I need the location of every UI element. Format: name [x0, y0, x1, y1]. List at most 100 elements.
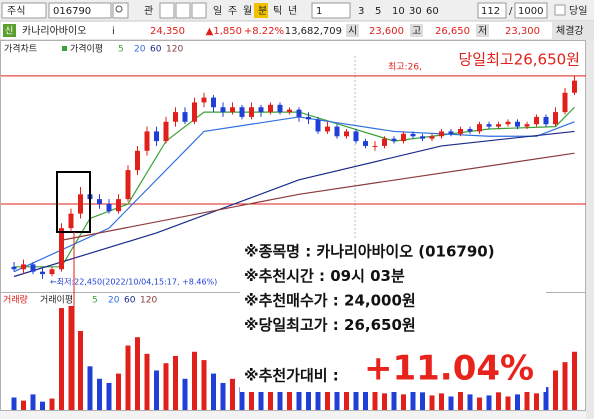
volume-bar	[524, 389, 530, 410]
strength-bg[interactable]	[552, 22, 594, 39]
tab-ma[interactable]: 가격이평	[70, 43, 103, 55]
candle-body	[211, 97, 216, 108]
volume-bar	[68, 306, 74, 410]
time-axis	[0, 411, 586, 419]
volume-bar	[154, 370, 159, 410]
candle-body	[401, 133, 406, 142]
count[interactable]: 112	[481, 6, 500, 17]
market-label[interactable]: 주식	[7, 5, 25, 17]
ma-label[interactable]: 20	[134, 45, 146, 55]
interval-select[interactable]	[311, 2, 351, 19]
candle-body	[306, 116, 311, 120]
interval-button[interactable]: 3	[358, 6, 364, 17]
tab-volume[interactable]: 거래량	[3, 294, 28, 306]
low: 23,300	[505, 26, 540, 37]
volume-bar	[325, 382, 330, 410]
volume-bar	[258, 385, 264, 410]
today-checkbox[interactable]	[554, 4, 566, 16]
period[interactable]: 년	[288, 5, 297, 17]
volume-bar	[116, 373, 121, 410]
volume-bar	[182, 378, 188, 410]
max-count-input[interactable]	[514, 2, 548, 19]
candle-body	[334, 126, 340, 137]
ma-label[interactable]: 5	[118, 45, 124, 55]
scrollbar[interactable]	[586, 40, 594, 419]
candle-body	[68, 213, 74, 229]
candle-body	[192, 102, 197, 122]
open: 23,600	[369, 26, 404, 37]
volume-ma-label[interactable]: 60	[124, 296, 136, 306]
candle-body	[125, 170, 131, 200]
favorite-button[interactable]: 관	[144, 5, 153, 17]
toolbar	[0, 0, 594, 21]
volume-bar	[315, 376, 321, 410]
volume-bar	[505, 396, 511, 410]
search-button[interactable]	[112, 2, 129, 19]
volume-bar	[192, 351, 197, 410]
today-label[interactable]: 당일	[569, 5, 587, 17]
volume-bar	[439, 393, 444, 410]
code-input[interactable]	[48, 2, 112, 19]
strength-label[interactable]: 체결강	[556, 25, 584, 37]
price: 24,350	[150, 26, 185, 37]
volume-ma-label[interactable]: 120	[140, 296, 157, 306]
candle-body	[534, 116, 539, 125]
volume-bar	[87, 366, 93, 410]
volume-ma-label[interactable]: 20	[108, 296, 120, 306]
tab-price[interactable]: 가격차트	[4, 43, 37, 55]
max-count[interactable]: 1000	[518, 6, 543, 17]
tab-volume-ma[interactable]: 거래이평	[40, 295, 73, 306]
volume-bar	[106, 382, 112, 410]
candle-body	[296, 109, 302, 117]
ma-label[interactable]: 60	[150, 45, 162, 55]
volume-bar	[477, 397, 482, 410]
volume-ma-label[interactable]: 5	[92, 296, 98, 306]
volume-bar	[296, 385, 302, 410]
volume-bar	[268, 389, 273, 410]
candle-body	[353, 131, 359, 142]
market-select[interactable]	[1, 2, 47, 19]
volume-bar	[486, 395, 492, 410]
interval-button[interactable]: 60	[426, 6, 439, 17]
volume-bar	[382, 393, 387, 410]
period[interactable]: 틱	[273, 5, 282, 17]
interval-button[interactable]: 30	[409, 6, 422, 17]
candle-body	[515, 121, 520, 127]
candle-body	[429, 136, 435, 139]
prev-button[interactable]	[159, 2, 175, 19]
candle-body	[11, 266, 17, 270]
overlay-line: ※추천시간 : 09시 03분	[244, 267, 405, 285]
ma-label[interactable]: 120	[166, 45, 183, 55]
info-icon[interactable]: i	[112, 26, 115, 37]
period[interactable]: 분	[258, 5, 267, 17]
candle-body	[268, 104, 273, 113]
volume-bar	[448, 396, 454, 410]
period[interactable]: 일	[213, 5, 222, 17]
candle-body	[40, 271, 45, 275]
count-input[interactable]	[477, 2, 507, 19]
volume-total: 13,682,709	[285, 26, 342, 37]
candle-body	[116, 199, 121, 212]
refresh-button[interactable]	[191, 2, 207, 19]
period[interactable]: 월	[243, 5, 252, 17]
active-period-bg	[254, 3, 268, 18]
volume-bar	[249, 380, 254, 410]
interval-button[interactable]: 5	[375, 6, 381, 17]
candle-body	[163, 121, 169, 142]
volume-bar	[429, 395, 435, 410]
volume-bar	[306, 389, 311, 410]
volume-bar	[287, 391, 292, 410]
high-label: 고	[412, 26, 421, 37]
code[interactable]: 016790	[53, 6, 91, 17]
interval-button[interactable]: 10	[392, 6, 405, 17]
volume-bar	[11, 397, 17, 410]
period[interactable]: 주	[228, 6, 237, 17]
next-button[interactable]	[175, 2, 191, 19]
volume-bar	[353, 382, 359, 410]
volume-bar	[173, 355, 178, 410]
volume-bar	[334, 387, 340, 410]
candle-body	[391, 138, 397, 142]
interval[interactable]: 1	[316, 6, 322, 17]
volume-bar	[562, 362, 568, 410]
